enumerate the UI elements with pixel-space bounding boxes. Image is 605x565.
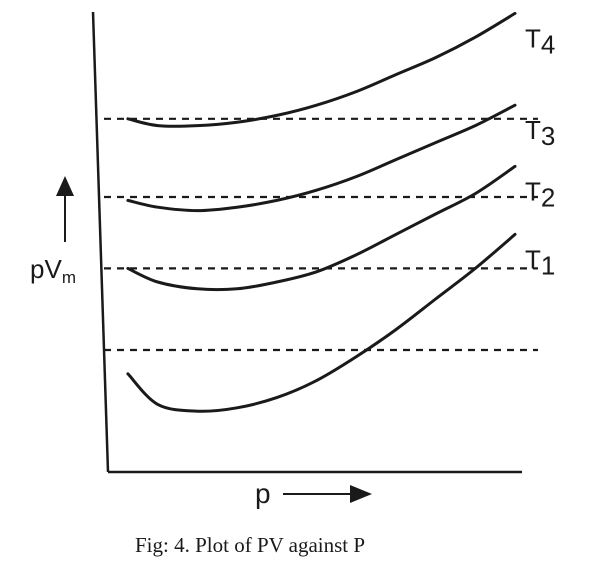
svg-text:pVm: pVm bbox=[30, 254, 76, 287]
isotherm-t2 bbox=[126, 164, 517, 292]
series-label-main: T bbox=[525, 23, 541, 53]
y-axis bbox=[91, 11, 110, 473]
axes bbox=[91, 11, 522, 474]
x-axis-label: p bbox=[255, 478, 271, 509]
series-label-main: T bbox=[525, 176, 541, 206]
y-arrow-up-icon bbox=[56, 176, 74, 196]
y-axis-label: pV bbox=[30, 254, 62, 284]
series-label-subscript: 2 bbox=[541, 182, 555, 212]
series-label-t3: T3 bbox=[525, 115, 555, 151]
series-label-t1: T1 bbox=[525, 244, 555, 280]
isotherm-curves bbox=[126, 11, 517, 413]
x-arrow-right-icon bbox=[350, 485, 372, 503]
isotherm-t1 bbox=[126, 232, 517, 413]
y-axis-label-subscript: m bbox=[62, 268, 76, 287]
isotherm-t4 bbox=[126, 11, 517, 128]
series-label-subscript: 4 bbox=[541, 29, 555, 59]
series-label-t2: T2 bbox=[525, 176, 555, 212]
series-label-subscript: 3 bbox=[541, 121, 555, 151]
series-label-t4: T4 bbox=[525, 23, 555, 59]
reference-lines bbox=[104, 117, 538, 352]
series-label-main: T bbox=[525, 115, 541, 145]
isotherm-t3 bbox=[126, 103, 517, 213]
y-axis-label-group: pVm bbox=[30, 176, 76, 287]
series-label-main: T bbox=[525, 244, 541, 274]
series-label-subscript: 1 bbox=[541, 250, 555, 280]
figure-caption: Fig: 4. Plot of PV against P bbox=[135, 533, 366, 557]
x-axis-label-group: p bbox=[255, 478, 372, 509]
